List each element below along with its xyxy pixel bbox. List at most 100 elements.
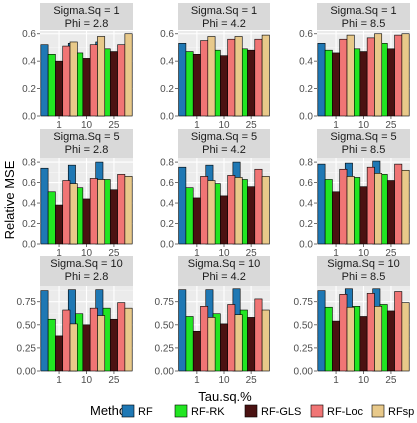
bar-rf-gls (192, 330, 201, 372)
x-tick-label: 25 (108, 248, 120, 259)
bar-rf-loc (339, 38, 348, 117)
legend-label: RF-RK (191, 406, 225, 418)
legend-key-rf-gls (244, 404, 258, 418)
facet-strip-label: Sigma.Sq = 1 (330, 5, 396, 17)
x-tick-label: 1 (194, 120, 200, 131)
bar-rf-loc (227, 175, 236, 245)
bar-rf-gls (247, 49, 256, 117)
bar-rf-loc (254, 168, 263, 245)
bar-rf (178, 166, 187, 245)
facet-strip-label: Sigma.Sq = 5 (53, 131, 119, 143)
y-tick-label: 0.8 (299, 158, 313, 169)
y-tick-label: 0.0 (22, 240, 36, 251)
bar-rfsp (374, 173, 383, 245)
x-tick-label: 25 (385, 375, 397, 386)
legend-label: RF (138, 406, 153, 418)
bar-rf (317, 43, 326, 117)
bar-rfsp (401, 169, 410, 245)
y-tick-label: 0.4 (299, 57, 313, 68)
bar-rfsp (346, 34, 355, 117)
bar-rf-gls (359, 51, 368, 117)
bar-rf (178, 289, 187, 372)
bar-rf-loc (254, 298, 263, 372)
bar-rf-rk (324, 306, 333, 372)
bar-rf-rk (324, 49, 333, 117)
y-tick-label: 0.6 (299, 29, 313, 40)
bar-rf-loc (117, 174, 126, 245)
facet-strip (178, 129, 270, 158)
bar-rf-gls (192, 54, 201, 117)
bar-rf-loc (89, 44, 98, 117)
y-tick-label: 0.25 (17, 343, 37, 354)
y-tick-label: 0.75 (155, 297, 175, 308)
facet-strip-label: Phi = 2.8 (65, 18, 109, 30)
bar-rfsp (97, 36, 106, 117)
y-tick-label: 0.6 (22, 29, 36, 40)
bar-rfsp (261, 34, 270, 117)
legend-label: RF-Loc (327, 406, 364, 418)
x-tick-label: 25 (385, 248, 397, 259)
bar-rfsp (207, 317, 216, 372)
x-tick-label: 25 (108, 120, 120, 131)
y-tick-label: 0.6 (22, 178, 36, 189)
bar-rf-gls (247, 317, 256, 372)
bar-rf-loc (117, 44, 126, 117)
bar-rf-loc (394, 163, 403, 245)
x-tick-label: 1 (333, 248, 339, 259)
bar-rfsp (261, 176, 270, 245)
bar-rf (317, 290, 326, 372)
y-tick-label: 0.75 (17, 297, 37, 308)
bar-rf (178, 43, 187, 117)
bar-rf-gls (55, 60, 64, 117)
bar-rf-gls (82, 198, 91, 245)
y-tick-label: 0.4 (22, 199, 36, 210)
bar-rfsp (124, 307, 133, 372)
bar-rfsp (97, 315, 106, 372)
facet-strip-label: Sigma.Sq = 5 (191, 131, 257, 143)
bar-rf-loc (200, 40, 209, 117)
bar-rf-loc (89, 307, 98, 372)
x-tick-label: 1 (194, 248, 200, 259)
y-axis-title: Relative MSE (2, 160, 17, 239)
y-tick-label: 0.25 (155, 343, 175, 354)
bar-rfsp (69, 183, 78, 245)
bar-rf-loc (62, 309, 71, 372)
y-tick-label: 0.4 (22, 57, 36, 68)
y-tick-label: 0.0 (160, 112, 174, 123)
bar-rf (40, 290, 49, 372)
legend-key-rf (121, 404, 135, 418)
bar-rf-gls (109, 189, 118, 245)
y-tick-label: 0.00 (155, 367, 175, 378)
bar-rf-gls (220, 323, 228, 372)
y-tick-label: 0.8 (160, 158, 174, 169)
facet-strip-label: Phi = 8.5 (342, 144, 386, 156)
legend-key-rf-rk (174, 404, 188, 418)
bar-rf-loc (200, 176, 209, 245)
bar-rf-loc (394, 34, 403, 117)
x-tick-label: 25 (246, 248, 258, 259)
y-tick-label: 0.6 (160, 178, 174, 189)
bar-rfsp (374, 306, 383, 372)
facet-strip-label: Phi = 2.8 (65, 271, 109, 283)
bar-rfsp (69, 41, 78, 117)
x-tick-label: 1 (56, 375, 62, 386)
y-tick-label: 0.6 (160, 29, 174, 40)
bar-rf-gls (359, 316, 368, 372)
bar-rf-loc (366, 166, 375, 245)
y-tick-label: 0.4 (299, 199, 313, 210)
bar-rfsp (261, 309, 270, 372)
facet-strip-label: Sigma.Sq = 1 (191, 5, 257, 17)
bar-rf-gls (82, 58, 91, 117)
bar-rf-gls (359, 186, 368, 245)
y-tick-label: 0.50 (155, 320, 175, 331)
bar-rf-gls (55, 335, 64, 372)
bar-rf-loc (62, 180, 71, 245)
bar-rfsp (234, 36, 243, 117)
bar-rfsp (401, 302, 410, 372)
y-tick-label: 0.4 (160, 57, 174, 68)
bar-rf-loc (200, 306, 209, 372)
bar-rf-gls (55, 204, 64, 245)
facet-strip-label: Phi = 4.2 (202, 271, 246, 283)
facet-strip-label: Sigma.Sq = 10 (50, 258, 122, 270)
